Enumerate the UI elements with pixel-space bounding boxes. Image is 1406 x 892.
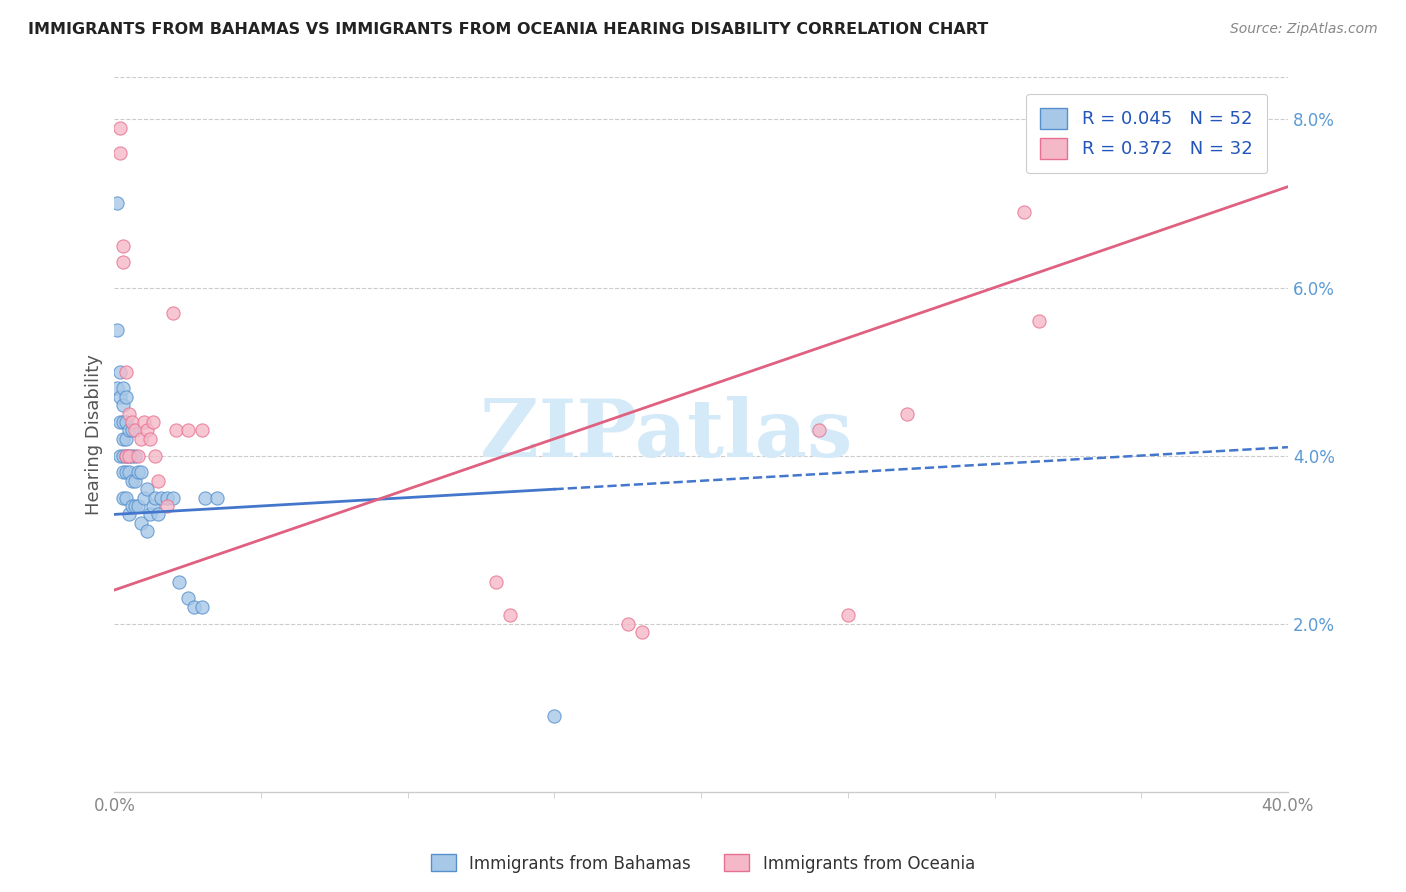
Point bbox=[145, 449, 167, 463]
Point bbox=[191, 599, 214, 614]
Point bbox=[148, 508, 170, 522]
Point bbox=[183, 599, 205, 614]
Legend: R = 0.045   N = 52, R = 0.372   N = 32: R = 0.045 N = 52, R = 0.372 N = 32 bbox=[1026, 94, 1267, 173]
Point bbox=[896, 407, 918, 421]
Point bbox=[124, 474, 146, 488]
Point bbox=[110, 146, 132, 161]
Point bbox=[112, 449, 135, 463]
Point bbox=[162, 491, 184, 505]
Point bbox=[1012, 205, 1035, 219]
Point bbox=[485, 574, 508, 589]
Point bbox=[617, 616, 640, 631]
Point bbox=[121, 415, 143, 429]
Point bbox=[543, 709, 565, 723]
Point bbox=[105, 196, 128, 211]
Point bbox=[121, 449, 143, 463]
Point bbox=[156, 499, 179, 513]
Point bbox=[105, 322, 128, 336]
Legend: Immigrants from Bahamas, Immigrants from Oceania: Immigrants from Bahamas, Immigrants from… bbox=[425, 847, 981, 880]
Text: IMMIGRANTS FROM BAHAMAS VS IMMIGRANTS FROM OCEANIA HEARING DISABILITY CORRELATIO: IMMIGRANTS FROM BAHAMAS VS IMMIGRANTS FR… bbox=[28, 22, 988, 37]
Point bbox=[127, 499, 149, 513]
Point bbox=[194, 491, 217, 505]
Point bbox=[115, 365, 138, 379]
Point bbox=[1028, 314, 1050, 328]
Point bbox=[118, 407, 141, 421]
Point bbox=[631, 625, 654, 640]
Point bbox=[135, 482, 157, 496]
Point bbox=[129, 466, 152, 480]
Point bbox=[118, 423, 141, 437]
Point bbox=[121, 499, 143, 513]
Y-axis label: Hearing Disability: Hearing Disability bbox=[86, 354, 103, 515]
Point bbox=[191, 423, 214, 437]
Point bbox=[150, 491, 173, 505]
Point bbox=[124, 423, 146, 437]
Point bbox=[110, 120, 132, 135]
Point bbox=[112, 238, 135, 252]
Point bbox=[165, 423, 187, 437]
Point bbox=[177, 423, 200, 437]
Point bbox=[177, 591, 200, 606]
Point bbox=[162, 306, 184, 320]
Point bbox=[115, 415, 138, 429]
Point bbox=[141, 415, 163, 429]
Point bbox=[138, 432, 160, 446]
Text: ZIPatlas: ZIPatlas bbox=[479, 395, 852, 474]
Point bbox=[118, 449, 141, 463]
Point bbox=[115, 466, 138, 480]
Point bbox=[156, 491, 179, 505]
Point bbox=[121, 474, 143, 488]
Point bbox=[118, 449, 141, 463]
Point bbox=[148, 474, 170, 488]
Point bbox=[127, 449, 149, 463]
Point bbox=[138, 508, 160, 522]
Point bbox=[129, 432, 152, 446]
Point bbox=[112, 466, 135, 480]
Point bbox=[124, 499, 146, 513]
Point bbox=[115, 491, 138, 505]
Point bbox=[110, 415, 132, 429]
Point bbox=[115, 390, 138, 404]
Point bbox=[135, 524, 157, 539]
Point bbox=[115, 449, 138, 463]
Point bbox=[118, 508, 141, 522]
Point bbox=[807, 423, 830, 437]
Point bbox=[118, 466, 141, 480]
Point bbox=[135, 423, 157, 437]
Point bbox=[129, 516, 152, 530]
Point bbox=[205, 491, 228, 505]
Point bbox=[167, 574, 190, 589]
Point bbox=[132, 491, 155, 505]
Point bbox=[112, 255, 135, 269]
Point bbox=[115, 432, 138, 446]
Point bbox=[112, 415, 135, 429]
Point bbox=[115, 449, 138, 463]
Point bbox=[837, 608, 859, 623]
Point bbox=[132, 415, 155, 429]
Point bbox=[145, 491, 167, 505]
Point bbox=[110, 365, 132, 379]
Point bbox=[141, 499, 163, 513]
Point bbox=[105, 381, 128, 395]
Point bbox=[127, 466, 149, 480]
Point bbox=[112, 491, 135, 505]
Point bbox=[110, 449, 132, 463]
Point bbox=[124, 449, 146, 463]
Point bbox=[112, 432, 135, 446]
Point bbox=[112, 381, 135, 395]
Text: Source: ZipAtlas.com: Source: ZipAtlas.com bbox=[1230, 22, 1378, 37]
Point bbox=[499, 608, 522, 623]
Point bbox=[110, 390, 132, 404]
Point bbox=[112, 398, 135, 412]
Point bbox=[121, 423, 143, 437]
